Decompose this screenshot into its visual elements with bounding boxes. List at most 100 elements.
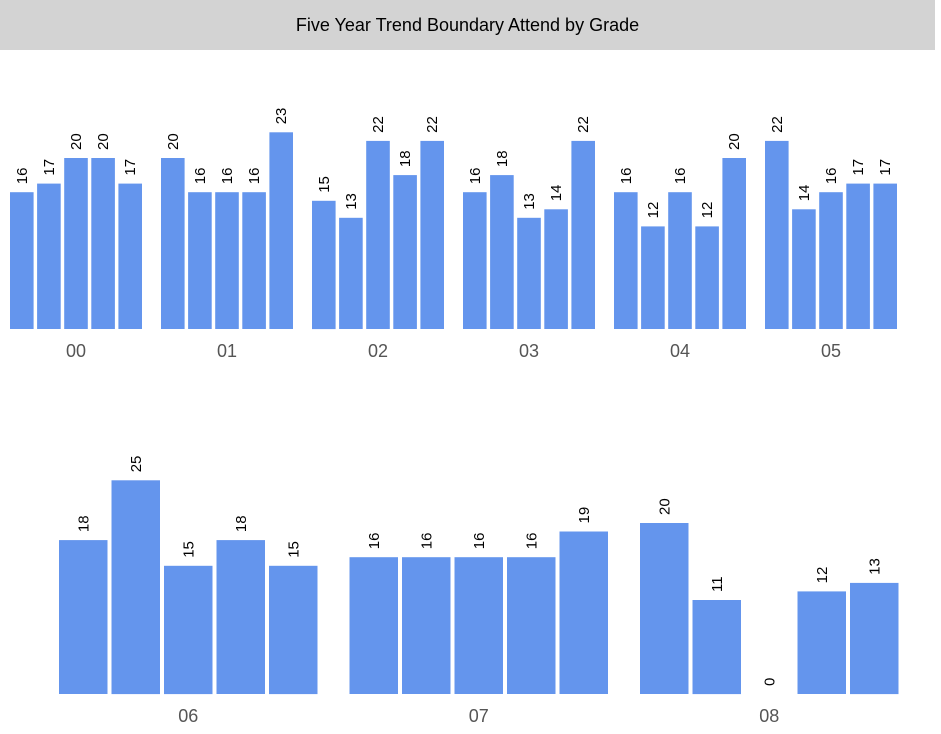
bar-06-2 [111, 480, 160, 695]
bar-05-2 [792, 209, 816, 329]
value-label-07-2: 16 [418, 533, 435, 550]
value-label-00-2: 17 [41, 159, 58, 176]
value-label-02-4: 18 [397, 150, 414, 167]
bar-04-1 [614, 192, 638, 329]
category-label-02: 02 [368, 341, 388, 361]
value-label-07-5: 19 [576, 507, 593, 524]
bar-02-1 [312, 200, 336, 330]
bar-01-3 [215, 192, 239, 329]
bar-00-2 [37, 183, 61, 329]
value-label-03-3: 13 [521, 193, 538, 210]
bar-04-2 [641, 226, 665, 329]
bar-03-3 [517, 217, 541, 329]
value-label-01-5: 23 [273, 108, 290, 125]
value-label-06-5: 15 [285, 541, 302, 558]
value-label-08-1: 20 [656, 498, 673, 515]
bar-06-4 [216, 540, 265, 694]
bar-08-5 [850, 582, 899, 695]
bar-03-1 [463, 192, 487, 329]
bar-07-2 [402, 557, 451, 694]
value-label-03-1: 16 [467, 168, 484, 185]
value-label-06-4: 18 [233, 515, 250, 532]
value-label-04-5: 20 [726, 133, 743, 150]
value-label-02-1: 15 [316, 176, 333, 193]
category-label-06: 06 [178, 706, 198, 726]
value-label-00-4: 20 [95, 133, 112, 150]
bar-04-5 [722, 158, 746, 329]
bar-00-3 [64, 158, 88, 329]
category-label-07: 07 [469, 706, 489, 726]
value-label-05-4: 17 [850, 159, 867, 176]
bar-05-4 [846, 183, 870, 329]
bar-06-1 [59, 540, 108, 694]
bar-01-4 [242, 192, 266, 329]
bar-06-3 [164, 565, 213, 695]
value-label-00-3: 20 [68, 133, 85, 150]
category-label-05: 05 [821, 341, 841, 361]
value-label-04-3: 16 [672, 168, 689, 185]
category-label-01: 01 [217, 341, 237, 361]
value-label-01-4: 16 [246, 168, 263, 185]
value-label-01-2: 16 [192, 168, 209, 185]
bar-08-2 [692, 600, 741, 695]
bar-00-5 [118, 183, 142, 329]
value-label-02-2: 13 [343, 193, 360, 210]
bar-03-5 [571, 140, 595, 329]
value-label-03-2: 18 [494, 150, 511, 167]
bar-02-3 [366, 140, 390, 329]
value-label-07-1: 16 [366, 533, 383, 550]
value-label-04-2: 12 [645, 202, 662, 219]
bar-05-3 [819, 192, 843, 329]
category-label-00: 00 [66, 341, 86, 361]
bar-01-2 [188, 192, 212, 329]
value-label-03-5: 22 [575, 116, 592, 133]
bar-08-1 [640, 523, 689, 694]
bar-02-4 [393, 175, 417, 329]
value-label-05-3: 16 [823, 168, 840, 185]
bar-05-5 [873, 183, 897, 329]
bar-08-4 [797, 591, 846, 694]
value-label-01-3: 16 [219, 168, 236, 185]
bar-01-5 [269, 132, 293, 329]
bar-07-5 [559, 531, 608, 694]
value-label-04-1: 16 [618, 168, 635, 185]
value-label-06-1: 18 [75, 515, 92, 532]
category-label-03: 03 [519, 341, 539, 361]
bar-00-4 [91, 158, 115, 329]
value-label-05-5: 17 [877, 159, 894, 176]
bar-04-4 [695, 226, 719, 329]
value-label-01-1: 20 [165, 133, 182, 150]
bar-02-2 [339, 217, 363, 329]
bar-01-1 [161, 158, 185, 329]
value-label-04-4: 12 [699, 202, 716, 219]
bar-05-1 [765, 140, 789, 329]
value-label-08-4: 12 [814, 567, 831, 584]
value-label-05-1: 22 [769, 116, 786, 133]
value-label-02-5: 22 [424, 116, 441, 133]
value-label-00-5: 17 [122, 159, 139, 176]
bar-04-3 [668, 192, 692, 329]
value-label-02-3: 22 [370, 116, 387, 133]
bar-03-2 [490, 175, 514, 329]
bar-02-5 [420, 140, 444, 329]
bar-06-5 [269, 565, 318, 695]
value-label-05-2: 14 [796, 185, 813, 202]
bar-03-4 [544, 209, 568, 329]
value-label-08-3: 0 [761, 678, 778, 686]
value-label-07-4: 16 [523, 533, 540, 550]
value-label-06-2: 25 [128, 456, 145, 473]
bar-00-1 [10, 192, 34, 329]
value-label-07-3: 16 [471, 533, 488, 550]
value-label-03-4: 14 [548, 185, 565, 202]
value-label-00-1: 16 [14, 168, 31, 185]
value-label-08-5: 13 [866, 558, 883, 575]
bar-07-1 [349, 557, 398, 694]
value-label-08-2: 11 [709, 576, 726, 592]
chart-title: Five Year Trend Boundary Attend by Grade [0, 0, 935, 50]
category-label-08: 08 [759, 706, 779, 726]
category-label-04: 04 [670, 341, 690, 361]
value-label-06-3: 15 [180, 541, 197, 558]
bar-07-4 [507, 557, 556, 694]
bar-07-3 [454, 557, 503, 694]
